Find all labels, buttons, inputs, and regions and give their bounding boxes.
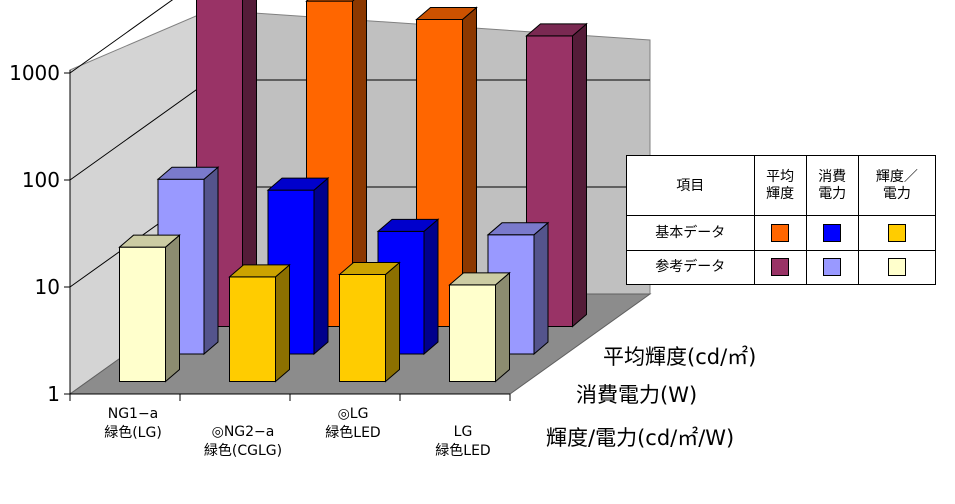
gridline xyxy=(69,0,174,74)
legend-swatch-ref-power xyxy=(823,258,842,277)
legend-swatch-basic-ratio xyxy=(887,223,906,242)
series-axis-label: 輝度/電力(cd/㎡/W) xyxy=(546,426,734,450)
legend-header-row: 項目 平均 輝度 消費 電力 輝度／ 電力 xyxy=(626,154,937,217)
x-tick-label: ◎NG2−a xyxy=(212,424,275,440)
legend-table: 項目 平均 輝度 消費 電力 輝度／ 電力 基本データ 参考データ xyxy=(626,154,937,286)
legend-swatch-ref-luminance xyxy=(771,258,790,277)
bar-side xyxy=(572,22,587,328)
bar-top xyxy=(118,234,181,248)
x-tick-label: NG1−a xyxy=(108,406,159,422)
bar-top xyxy=(376,218,440,232)
bar-front xyxy=(339,274,386,382)
legend-row-label: 基本データ xyxy=(626,215,755,251)
y-tick-label: 1000 xyxy=(9,61,60,85)
bar-side xyxy=(385,261,400,383)
bar-side xyxy=(313,177,329,356)
bar-top xyxy=(266,177,330,191)
legend-swatch-basic-power xyxy=(823,223,842,242)
bar-side xyxy=(533,221,549,356)
bar-top xyxy=(228,264,291,278)
legend-row-basic: 基本データ xyxy=(626,215,937,251)
bar-side xyxy=(275,263,290,383)
x-tick-label: 緑色(LG) xyxy=(104,424,162,441)
bar-top xyxy=(415,6,478,20)
bar-side xyxy=(423,218,439,356)
y-tick-label: 100 xyxy=(22,168,60,192)
bar-front xyxy=(449,284,496,383)
bar-top xyxy=(486,222,550,236)
legend-header-item: 項目 xyxy=(626,154,755,217)
x-tick-label: 緑色LED xyxy=(325,424,380,441)
bar-top xyxy=(338,262,401,275)
bar-top xyxy=(305,0,355,2)
legend-header-ratio: 輝度／ 電力 xyxy=(857,154,937,217)
series-axis-label: 平均輝度(cd/㎡) xyxy=(603,345,756,369)
y-tick-label: 1 xyxy=(47,382,60,406)
legend-header-luminance: 平均 輝度 xyxy=(753,154,807,217)
x-tick-label: 緑色(CGLG) xyxy=(204,442,282,459)
legend-row-label: 参考データ xyxy=(626,249,755,286)
bar-top xyxy=(448,272,511,286)
bar-front xyxy=(229,276,276,382)
x-tick-label: ◎LG xyxy=(338,406,369,422)
legend-header-power: 消費 電力 xyxy=(805,154,859,217)
y-tick-label: 10 xyxy=(35,275,60,299)
bar-top xyxy=(525,23,588,37)
legend-swatch-basic-luminance xyxy=(771,223,790,242)
legend-row-reference: 参考データ xyxy=(626,249,937,286)
x-tick-label: 緑色LED xyxy=(435,442,490,459)
bar-top xyxy=(156,166,220,180)
x-tick-label: LG xyxy=(454,424,473,440)
bar-side xyxy=(495,271,510,383)
bar-side xyxy=(203,166,219,356)
bar-side xyxy=(165,234,180,383)
bar-front xyxy=(119,246,166,382)
series-axis-label: 消費電力(W) xyxy=(576,383,697,407)
legend-swatch-ref-ratio xyxy=(887,258,906,277)
